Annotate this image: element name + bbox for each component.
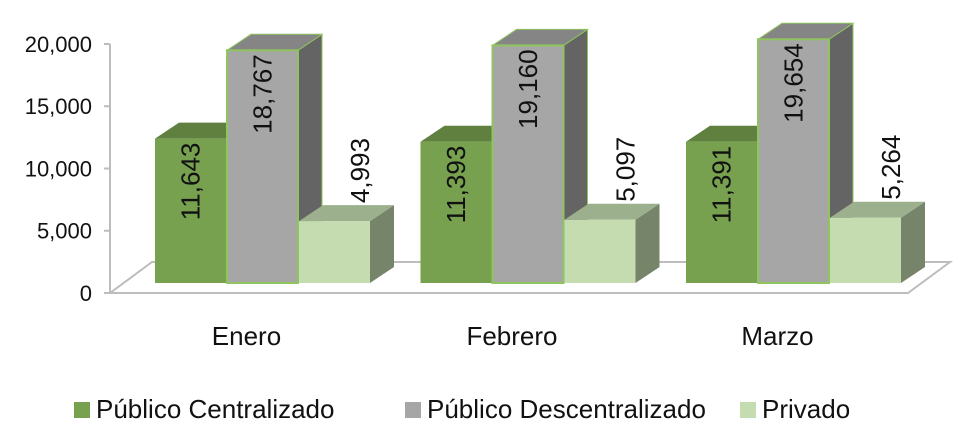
bar-top <box>830 201 925 218</box>
legend-swatch <box>405 402 421 418</box>
value-label: 4,993 <box>345 138 375 203</box>
value-label: 19,654 <box>778 43 808 123</box>
bar-side <box>370 205 394 283</box>
value-label: 19,160 <box>513 49 543 129</box>
bar <box>491 44 565 284</box>
y-tick-label: 10,000 <box>25 156 92 181</box>
bar <box>226 49 299 284</box>
legend-label: Privado <box>762 394 850 424</box>
bar-top <box>564 203 660 220</box>
bar-side <box>901 201 925 283</box>
y-tick-label: 20,000 <box>25 32 92 57</box>
x-tick-label: Marzo <box>741 321 813 351</box>
bar-top <box>299 205 394 222</box>
bar <box>564 219 636 283</box>
x-tick-label: Enero <box>212 321 281 351</box>
legend-swatch <box>74 402 90 418</box>
y-tick-label: 15,000 <box>25 94 92 119</box>
value-label: 11,391 <box>706 146 736 224</box>
bar-side <box>635 203 660 283</box>
y-tick-label: 5,000 <box>37 219 92 244</box>
bar <box>155 138 226 283</box>
legend-label: Público Descentralizado <box>427 394 706 424</box>
value-label: 5,264 <box>876 135 906 200</box>
value-label: 18,767 <box>247 54 277 134</box>
bar <box>299 221 370 283</box>
bar <box>420 141 492 283</box>
value-label: 11,393 <box>441 146 471 224</box>
legend-swatch <box>740 402 756 418</box>
y-tick-label: 0 <box>80 281 92 306</box>
bar <box>757 38 830 284</box>
x-tick-label: Febrero <box>466 321 557 351</box>
bar <box>830 217 901 283</box>
legend-label: Público Centralizado <box>96 394 334 424</box>
value-label: 11,643 <box>175 143 205 221</box>
value-label: 5,097 <box>610 137 640 202</box>
bar <box>686 141 757 283</box>
